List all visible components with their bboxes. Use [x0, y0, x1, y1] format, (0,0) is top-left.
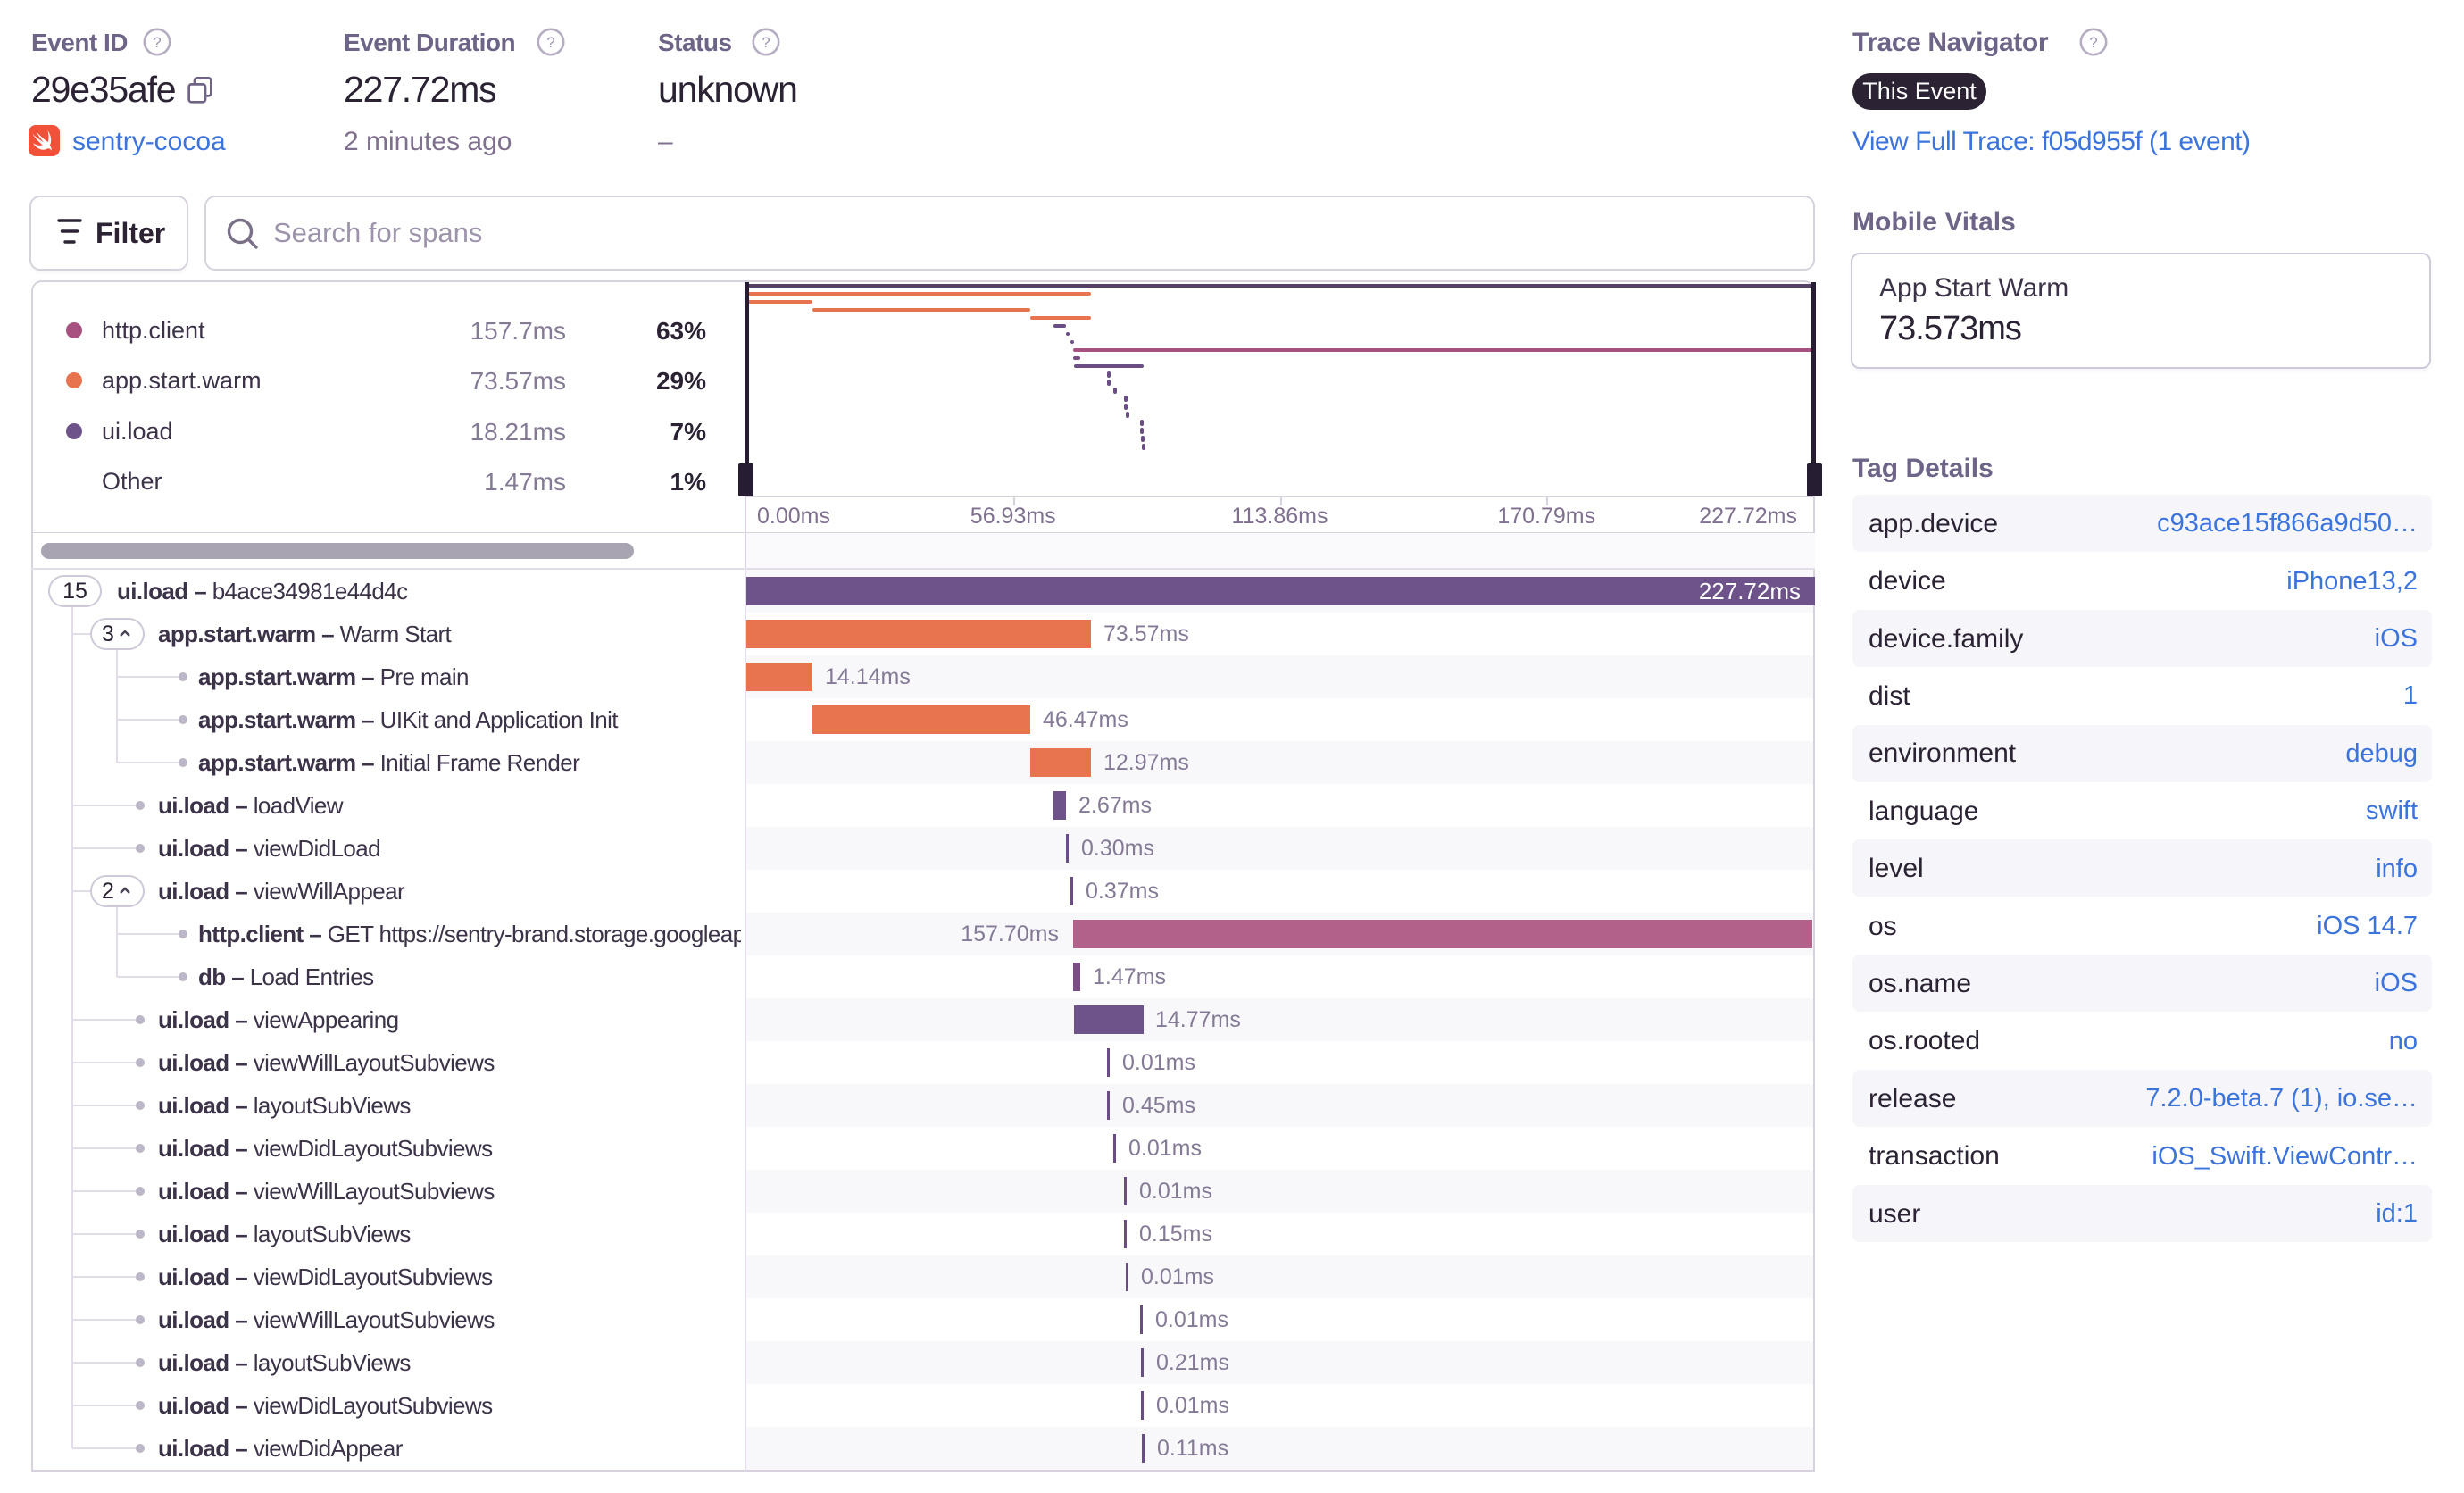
svg-text:?: ? [2089, 34, 2097, 51]
svg-text:?: ? [153, 34, 161, 51]
svg-text:?: ? [762, 34, 770, 51]
svg-text:?: ? [546, 34, 554, 51]
